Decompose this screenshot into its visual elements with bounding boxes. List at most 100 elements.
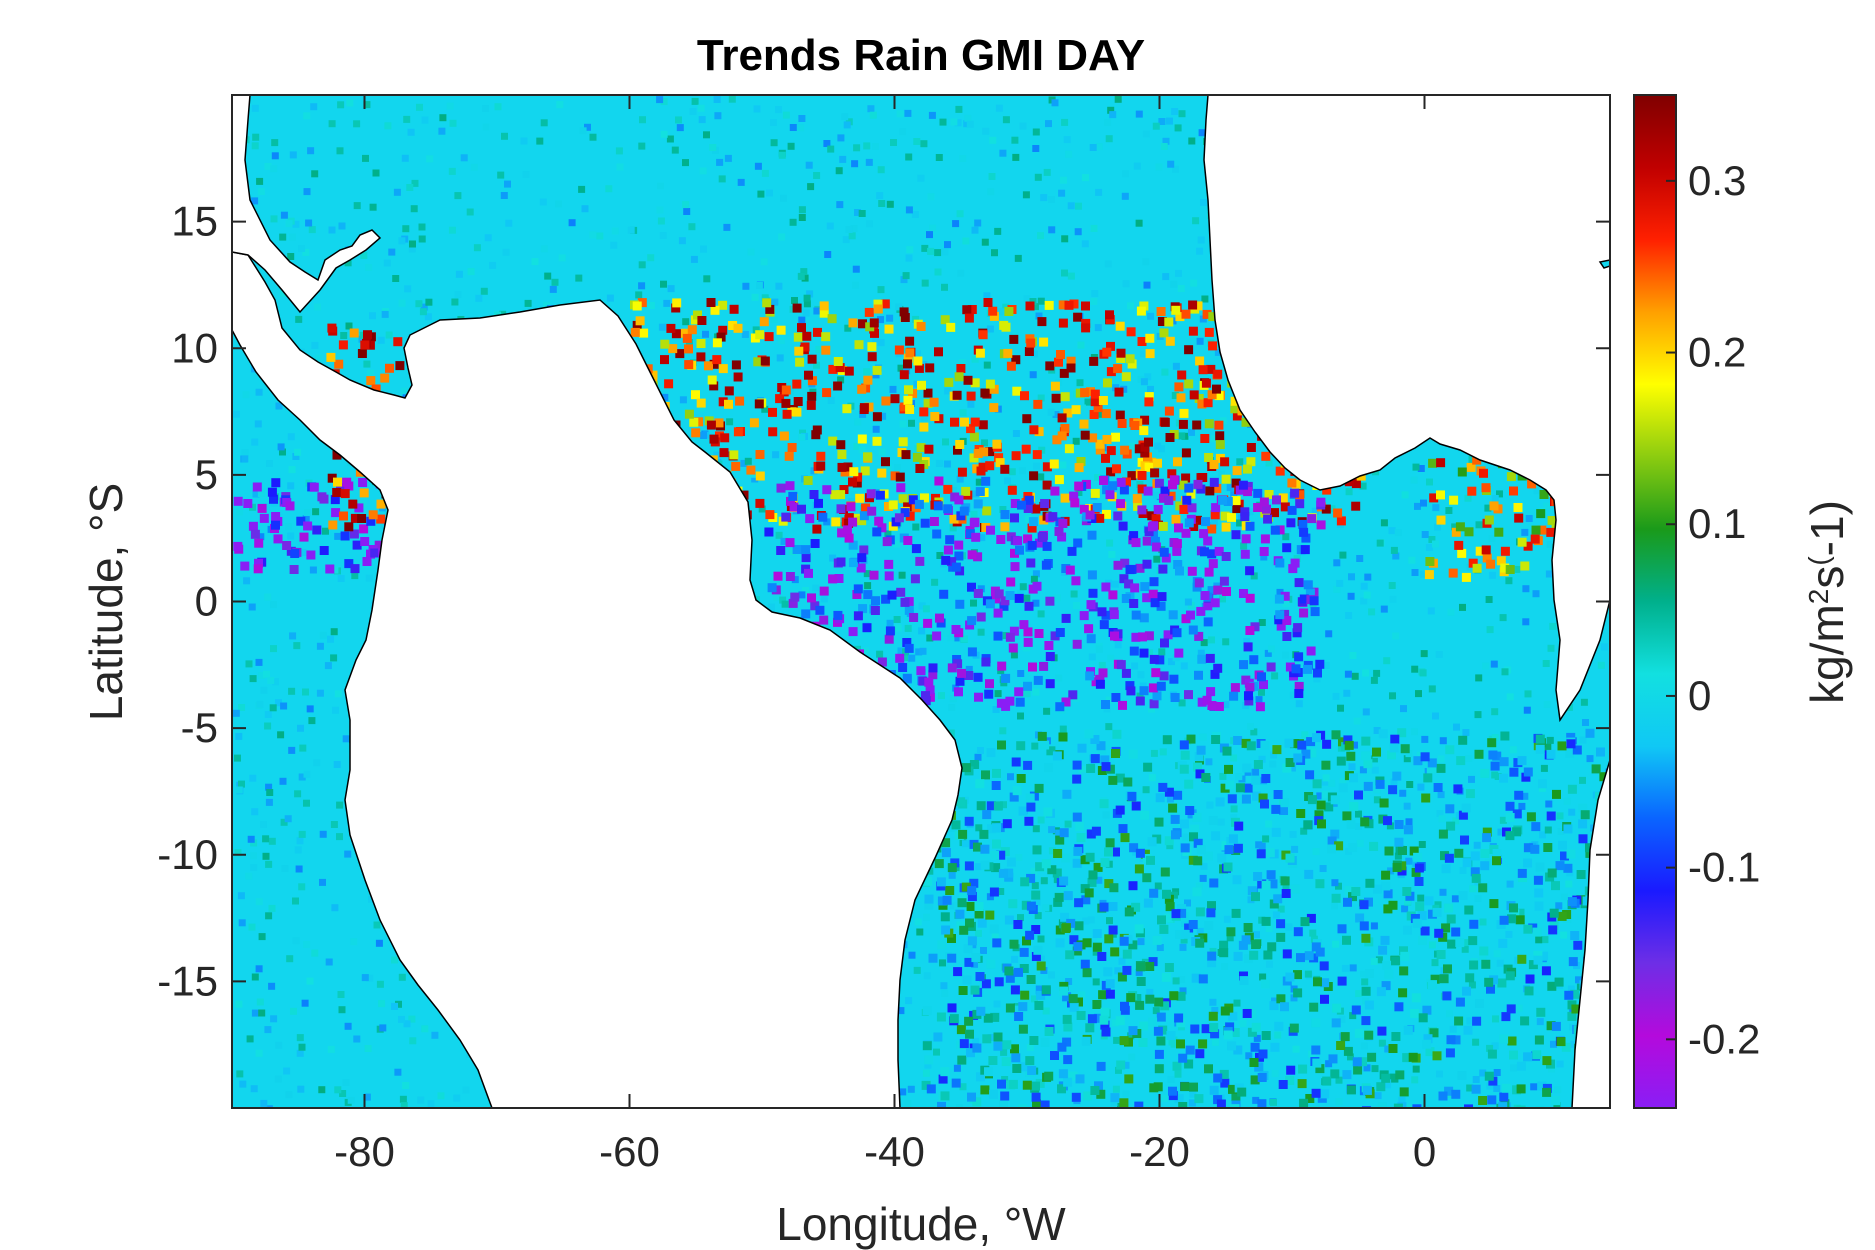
background-pixel — [286, 955, 294, 963]
trend-pixel — [325, 564, 335, 574]
trend-pixel — [1444, 903, 1454, 913]
trend-pixel — [993, 631, 1003, 641]
trend-pixel — [1285, 758, 1295, 767]
trend-pixel — [1165, 902, 1175, 912]
trend-pixel — [1481, 483, 1491, 493]
trend-pixel — [1081, 479, 1091, 489]
trend-pixel — [1016, 741, 1026, 751]
background-pixel — [1065, 978, 1073, 985]
trend-pixel — [1161, 972, 1171, 982]
trend-pixel — [1057, 413, 1067, 423]
trend-pixel — [1226, 927, 1236, 937]
trend-pixel — [1429, 493, 1439, 503]
background-pixel — [1037, 473, 1045, 481]
trend-pixel — [1097, 607, 1107, 617]
trend-pixel — [1116, 499, 1126, 509]
background-pixel — [394, 1068, 402, 1076]
background-pixel — [1233, 999, 1241, 1007]
background-pixel — [369, 203, 377, 211]
background-pixel — [1026, 1044, 1034, 1051]
trend-pixel — [900, 402, 910, 412]
trend-pixel — [259, 513, 269, 523]
background-pixel — [1031, 742, 1039, 750]
trend-pixel — [1208, 341, 1218, 351]
background-pixel — [1338, 1015, 1346, 1023]
trend-pixel — [694, 417, 704, 427]
background-pixel — [1289, 691, 1297, 699]
trend-pixel — [875, 490, 885, 500]
trend-pixel — [1289, 1023, 1299, 1033]
trend-pixel — [989, 403, 999, 413]
background-pixel — [255, 965, 263, 973]
trend-pixel — [1336, 516, 1346, 526]
trend-pixel — [1181, 448, 1191, 458]
background-pixel — [265, 860, 273, 868]
background-pixel — [1464, 494, 1472, 502]
trend-pixel — [988, 306, 998, 316]
trend-pixel — [1157, 317, 1167, 326]
trend-pixel — [1085, 852, 1095, 862]
trend-pixel — [1128, 881, 1138, 891]
background-pixel — [1517, 908, 1525, 916]
trend-pixel — [1131, 610, 1141, 620]
background-pixel — [999, 506, 1007, 513]
background-pixel — [298, 245, 306, 252]
background-pixel — [568, 219, 576, 227]
background-pixel — [1118, 957, 1126, 965]
background-pixel — [1524, 690, 1532, 698]
trend-pixel — [1207, 524, 1217, 534]
trend-pixel — [1211, 831, 1221, 841]
background-pixel — [1521, 528, 1529, 536]
background-pixel — [556, 101, 564, 109]
trend-pixel — [1159, 671, 1169, 681]
trend-pixel — [821, 345, 831, 355]
trend-pixel — [1530, 844, 1540, 854]
background-pixel — [1361, 978, 1369, 986]
background-pixel — [383, 259, 391, 267]
trend-pixel — [947, 557, 957, 567]
trend-pixel — [1378, 814, 1388, 824]
background-pixel — [1082, 174, 1089, 182]
trend-pixel — [1330, 829, 1340, 839]
trend-pixel — [1303, 664, 1313, 674]
trend-pixel — [1143, 486, 1153, 496]
trend-pixel — [1054, 357, 1063, 367]
background-pixel — [1196, 337, 1204, 345]
background-pixel — [280, 702, 288, 710]
trend-pixel — [1071, 576, 1081, 586]
trend-pixel — [1505, 971, 1515, 981]
trend-pixel — [1328, 1054, 1338, 1064]
trend-pixel — [877, 657, 887, 667]
trend-pixel — [1210, 669, 1220, 679]
trend-pixel — [680, 328, 690, 338]
trend-pixel — [1272, 745, 1282, 755]
trend-pixel — [1243, 464, 1252, 474]
background-pixel — [899, 420, 907, 428]
background-pixel — [1167, 1076, 1175, 1083]
trend-pixel — [1065, 565, 1075, 575]
background-pixel — [1432, 712, 1439, 720]
trend-pixel — [1306, 646, 1316, 656]
background-pixel — [638, 282, 646, 290]
background-pixel — [1406, 781, 1414, 788]
background-pixel — [824, 251, 832, 258]
trend-pixel — [1322, 485, 1332, 495]
trend-pixel — [1093, 862, 1103, 872]
background-pixel — [1525, 515, 1533, 522]
trend-pixel — [1509, 486, 1518, 496]
trend-pixel — [1208, 312, 1218, 322]
trend-pixel — [1135, 696, 1145, 706]
trend-pixel — [1020, 391, 1029, 401]
trend-pixel — [1251, 940, 1261, 949]
background-pixel — [1061, 118, 1069, 126]
background-pixel — [844, 324, 852, 332]
background-pixel — [1214, 348, 1222, 356]
background-pixel — [1270, 1098, 1277, 1106]
trend-pixel — [961, 486, 971, 496]
background-pixel — [837, 522, 844, 530]
background-pixel — [1246, 722, 1254, 730]
background-pixel — [268, 837, 276, 845]
background-pixel — [666, 135, 674, 143]
trend-pixel — [1192, 420, 1202, 430]
background-pixel — [1276, 588, 1284, 596]
